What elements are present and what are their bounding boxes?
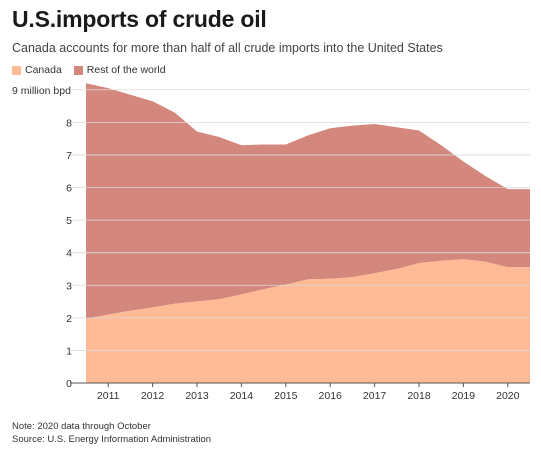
chart-subtitle: Canada accounts for more than half of al… [12,41,443,55]
legend-item-rest: Rest of the world [73,64,166,76]
x-tick-label-2018: 2018 [407,390,431,402]
x-tick-label-2013: 2013 [185,390,209,402]
x-tick-label-2012: 2012 [141,390,165,402]
x-tick-label-2019: 2019 [452,390,476,402]
y-tick-label-4: 4 [66,248,72,260]
note-text: Note: 2020 data through October [12,421,151,432]
legend-item-canada: Canada [12,64,62,76]
y-tick-label-1: 1 [66,345,72,357]
footnotes: Note: 2020 data through October Source: … [12,420,211,446]
area-rest-of-world [86,83,530,319]
area-canada [86,259,530,383]
x-tick-label-2017: 2017 [363,390,387,402]
source-text: Source: U.S. Energy Information Administ… [12,434,212,445]
y-tick-label-8: 8 [66,117,72,129]
y-tick-label-5: 5 [66,215,72,227]
y-tick-label-3: 3 [66,280,72,292]
chart-legend: Canada Rest of the world [12,64,178,76]
y-tick-label-7: 7 [66,150,72,162]
x-tick-label-2014: 2014 [230,390,254,402]
y-tick-label-6: 6 [66,183,72,195]
y-tick-label-2: 2 [66,313,72,325]
legend-label-rest: Rest of the world [86,64,166,76]
x-tick-label-2011: 2011 [97,390,120,402]
legend-label-canada: Canada [25,64,62,76]
y-tick-label-0: 0 [66,378,72,390]
legend-swatch-canada [12,65,21,75]
legend-swatch-rest [73,65,83,75]
x-tick-label-2020: 2020 [496,390,520,402]
chart-title: U.S.imports of crude oil [12,6,267,32]
x-tick-label-2016: 2016 [319,390,343,402]
area-chart: 0 1 2 3 4 5 6 7 8 9 million bpd 2011 2012 2013 2014 20… [12,83,530,402]
x-tick-label-2015: 2015 [274,390,298,402]
y-tick-label-9: 9 million bpd [12,85,71,97]
